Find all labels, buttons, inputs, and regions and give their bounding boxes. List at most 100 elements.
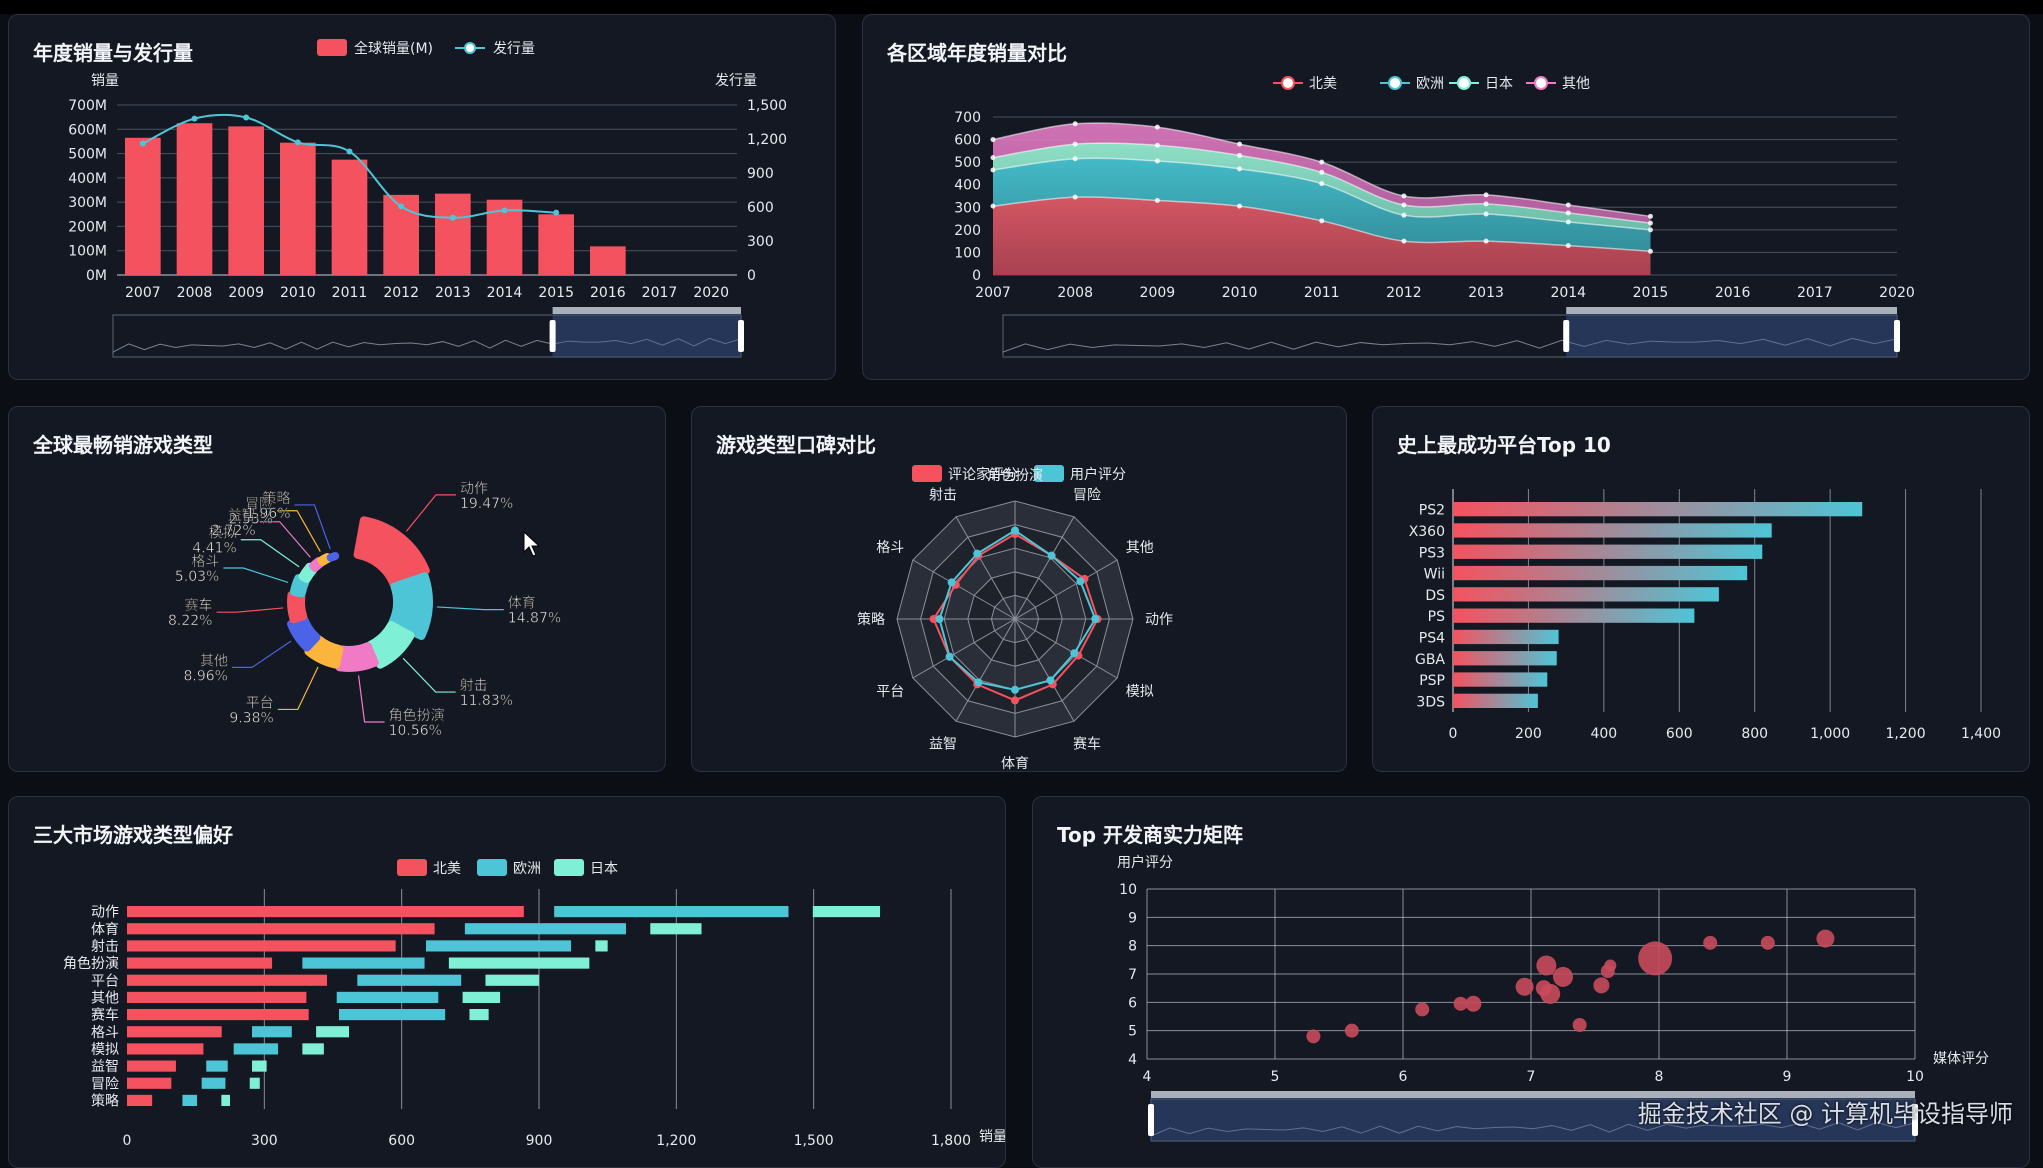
y-tick-label: PS2 [1419,503,1445,519]
x-tick-label: 7 [1527,1069,1536,1085]
pie-label-value: 8.22% [168,613,212,629]
x-tick-label: 600 [1666,726,1693,742]
y-tick-label: PSP [1419,673,1445,689]
scatter-point [1415,1002,1429,1016]
release-point [502,207,508,213]
y-tick-label: 体育 [91,922,119,938]
x-tick-label: 2009 [228,285,264,301]
y-tick-label: 益智 [91,1059,119,1075]
area-point [1073,156,1078,161]
y-tick-label: 冒险 [91,1076,119,1092]
area-point [1319,160,1324,165]
x-axis-name: 媒体评分 [1933,1051,1989,1067]
radar-point [1091,615,1099,623]
release-point [450,215,456,221]
pie-slice-角色扮演 [340,646,375,668]
market-bar-日本 [463,992,500,1003]
area-point [1155,198,1160,203]
market-bar-北美 [127,1043,203,1054]
platform-bar [1453,672,1547,686]
legend-label: 欧洲 [513,861,541,877]
area-point [1648,214,1653,219]
market-bar-欧洲 [337,992,439,1003]
market-bar-欧洲 [182,1095,197,1106]
market-bar-北美 [127,1095,152,1106]
platform-bar [1453,630,1559,644]
area-point [1484,239,1489,244]
area-point [1401,213,1406,218]
y-axis-name: 用户评分 [1117,854,1173,871]
x-tick-label: 5 [1271,1069,1280,1085]
legend-dot [1389,77,1401,89]
region-zoom-handle-right[interactable] [1894,320,1900,352]
radar-indicator-label: 射击 [929,487,957,503]
market-bar-北美 [127,992,306,1003]
area-point [1648,227,1653,232]
pie-slice-赛车 [291,595,303,619]
annual-sales-chart: 全球销量(M)发行量销量发行量0M100M200M300M400M500M600… [9,15,836,380]
radar-indicator-label: 冒险 [1073,487,1101,503]
x-tick-label: 0 [1449,726,1458,742]
market-bar-北美 [127,1026,222,1037]
pie-label-line [403,658,456,692]
area-point [1401,203,1406,208]
market-bar-欧洲 [202,1078,226,1089]
screen-top-bar [0,0,2043,14]
legend-dot [1535,77,1547,89]
market-bar-欧洲 [339,1009,445,1020]
y-tick-label: PS [1428,609,1445,625]
y-tick-label: GBA [1415,652,1445,668]
pie-label-value: 4.41% [192,541,236,557]
annual-zoom-handle-right[interactable] [738,320,744,352]
scatter-point [1761,936,1775,950]
reputation-panel: 游戏类型口碑对比 评论家评分用户评分角色扮演冒险其他动作模拟赛车体育益智平台策略… [691,406,1347,772]
x-tick-label: 2020 [1879,285,1915,301]
y-tick-label: 600 [954,133,981,149]
legend-dot [1458,77,1470,89]
y-tick-label: 动作 [91,905,119,921]
x-tick-label: 2008 [177,285,213,301]
sales-bar [280,143,316,275]
y2-tick-label: 1,500 [747,98,787,114]
pie-slice-其他 [291,619,316,647]
radar-point [1011,686,1019,694]
dev-zoom-handle-left[interactable] [1148,1104,1154,1136]
y-tick-label: DS [1425,588,1445,604]
legend-label: 日本 [1485,76,1513,92]
market-bar-北美 [127,906,524,917]
area-point [1484,212,1489,217]
area-point [1073,121,1078,126]
x-axis-name: 销量 [979,1129,1006,1145]
market-bar-北美 [127,1078,171,1089]
pie-slice-策略 [331,556,336,558]
x-tick-label: 2015 [538,285,574,301]
market-bar-日本 [221,1095,230,1106]
x-tick-label: 2015 [1633,285,1669,301]
x-tick-label: 1,500 [794,1133,834,1149]
legend-label-sales: 全球销量(M) [354,40,433,57]
pie-label-value: 11.83% [460,693,513,709]
x-tick-label: 4 [1143,1069,1152,1085]
platform-bar [1453,566,1747,580]
scatter-point [1703,936,1717,950]
region-zoom-mover [1566,307,1897,314]
scatter-point [1553,967,1573,987]
radar-point [1076,577,1084,585]
radar-point [1011,527,1019,535]
legend-swatch [397,859,427,876]
region-zoom-handle-left[interactable] [1563,320,1569,352]
x-tick-label: 400 [1590,726,1617,742]
annual-zoom-handle-left[interactable] [550,320,556,352]
area-point [1155,125,1160,130]
pie-slice-动作 [358,520,426,584]
x-tick-label: 1,000 [1810,726,1850,742]
y-tick-label: 700M [68,98,107,114]
x-tick-label: 2014 [487,285,523,301]
area-point [1073,195,1078,200]
market-bar-欧洲 [357,975,461,986]
x-tick-label: 2008 [1057,285,1093,301]
